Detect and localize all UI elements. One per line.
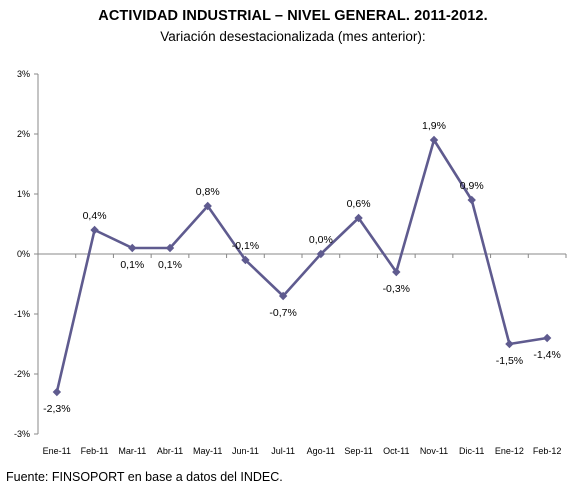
x-tick-label: Ago-11 — [307, 446, 335, 456]
chart-title: ACTIVIDAD INDUSTRIAL – NIVEL GENERAL. 20… — [98, 8, 488, 24]
y-tick-label: 2% — [17, 129, 30, 139]
data-point-marker — [203, 201, 212, 211]
data-label: 0,4% — [83, 210, 107, 222]
x-tick-label: Nov-11 — [420, 446, 448, 456]
y-tick-label: -3% — [14, 429, 30, 439]
data-point-marker — [52, 387, 62, 397]
data-label: -1,4% — [533, 349, 560, 361]
data-label: 0,8% — [196, 186, 220, 198]
data-point-marker — [467, 195, 476, 205]
x-tick-label: May-11 — [193, 446, 222, 456]
data-point-marker — [128, 243, 137, 253]
data-point-marker — [278, 291, 288, 301]
data-label: 0,1% — [158, 259, 182, 271]
x-tick-label: Mar-11 — [118, 446, 146, 456]
source-note: Fuente: FINSOPORT en base a datos del IN… — [6, 470, 283, 484]
data-label: 1,9% — [422, 120, 446, 132]
data-point-marker — [429, 135, 439, 145]
x-tick-label: Feb-12 — [533, 446, 562, 456]
data-label: 0,6% — [347, 198, 371, 210]
x-tick-label: Ene-12 — [495, 446, 524, 456]
x-tick-label: Jul-11 — [271, 446, 295, 456]
series-layer — [52, 135, 552, 397]
data-label: -0,3% — [383, 283, 410, 295]
data-point-marker — [241, 255, 250, 265]
data-point-marker — [90, 225, 99, 235]
x-tick-label: Abr-11 — [157, 446, 183, 456]
y-tick-label: 1% — [17, 189, 30, 199]
x-tick-label: Feb-11 — [81, 446, 109, 456]
data-point-marker — [392, 267, 401, 277]
x-tick-label: Jun-11 — [232, 446, 259, 456]
chart-subtitle: Variación desestacionalizada (mes anteri… — [160, 29, 426, 44]
data-labels-layer: -2,3% 0,4% 0,1% 0,1% 0,8% -0,1% -0,7% 0,0% 0,6% -… — [43, 120, 561, 415]
data-point-marker — [316, 249, 326, 259]
data-point-marker — [505, 339, 514, 349]
y-tick-label: -1% — [14, 309, 30, 319]
x-tick-label: Ene-11 — [43, 446, 71, 456]
data-label: -0,7% — [269, 307, 296, 319]
y-tick-label: 3% — [17, 69, 30, 79]
data-label: -1,5% — [496, 355, 523, 367]
data-label: 0,9% — [460, 180, 484, 192]
data-label: -2,3% — [43, 403, 70, 415]
x-tick-label: Oct-11 — [383, 446, 409, 456]
x-tick-label: Sep-11 — [344, 446, 372, 456]
y-tick-label: -2% — [14, 369, 30, 379]
data-point-marker — [165, 243, 175, 253]
data-label: 0,1% — [120, 259, 144, 271]
data-point-marker — [542, 333, 552, 343]
data-label: 0,0% — [309, 234, 333, 246]
x-tick-label: Dic-11 — [459, 446, 484, 456]
chart-axes: 3% 2% 1% 0% -1% -2% -3% Ene-11 Feb-11 Mar-11 Abr-1… — [14, 69, 567, 456]
data-point-marker — [354, 213, 363, 223]
data-label: -0,1% — [232, 240, 259, 252]
y-tick-label: 0% — [17, 249, 30, 259]
series-line — [55, 138, 548, 393]
